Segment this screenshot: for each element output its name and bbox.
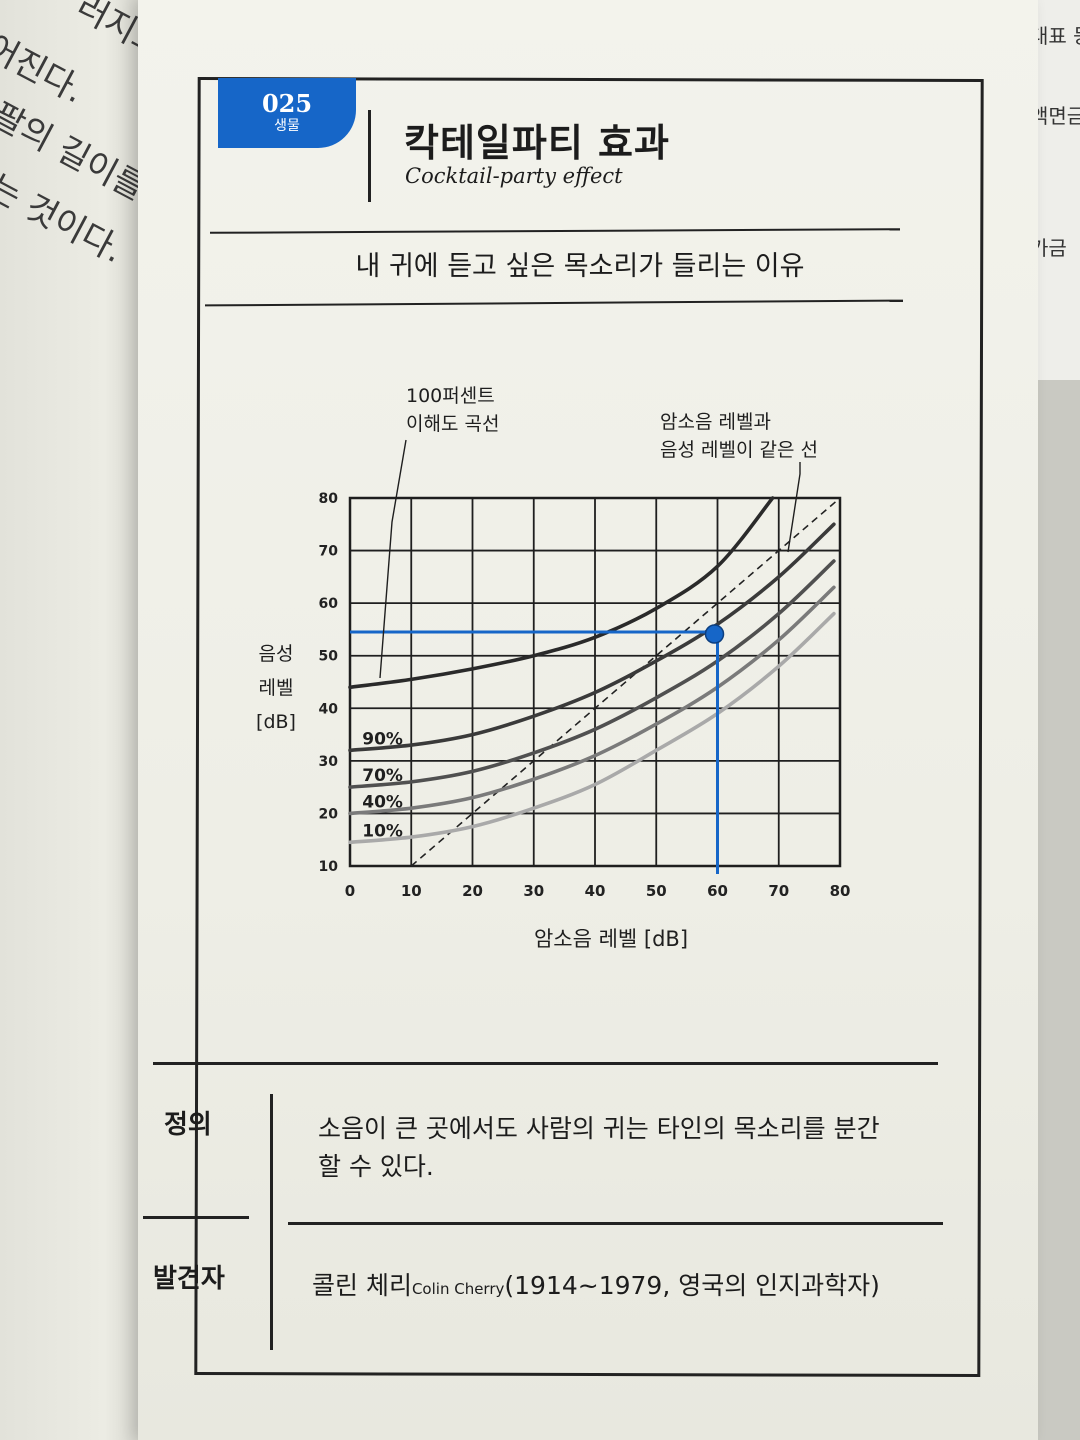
x-tick-label: 0 [345,882,355,900]
divider [143,1216,249,1219]
equal-line-callout: 암소음 레벨과 [660,411,771,433]
y-tick-label: 10 [319,859,339,875]
subtitle: 내 귀에 듣고 싶은 목소리가 들리는 이유 [355,251,805,282]
y-tick-label: 30 [319,754,339,770]
y-axis-label: [dB] [256,711,296,733]
curve-100pct [348,496,775,690]
entry-category: 생물 [274,118,300,134]
x-tick-label: 50 [646,882,667,900]
x-tick-label: 40 [585,882,606,900]
curve-label: 40% [362,792,403,812]
curve-label: 70% [362,766,403,786]
equal-level-reference-line [410,497,841,867]
chart-grid [348,496,842,868]
highlight-point [704,624,725,644]
left-page: 러지고, 반대 어진다. 팔의 길이를 조절 는 것이다. [0,0,150,1440]
x-axis-label: 암소음 레벨 [dB] [534,927,688,951]
curve-label: 90% [362,729,403,749]
y-tick-label: 60 [319,596,339,612]
page-title: 칵테일파티 효과 [404,121,670,165]
divider [153,1062,938,1065]
callout-leader-line [379,439,407,679]
table-divider [270,1094,273,1350]
discoverer-name: 콜린 체리 [312,1271,412,1300]
y-axis-label: 레벨 [259,677,294,699]
x-tick-label: 80 [830,882,851,900]
tick-labels-group: 0 10 20 30 40 50 60 70 80 10 20 30 40 50 60 70 80 [319,491,851,900]
discoverer-text: 콜린 체리Colin Cherry(1914~1979, 영국의 인지과학자) [312,1266,880,1302]
discoverer-name-en: Colin Cherry [411,1280,505,1298]
y-axis-label: 음성 [259,643,294,665]
highlight-group [350,624,725,874]
entry-badge: 025 생물 [218,78,356,148]
y-tick-label: 40 [319,701,339,717]
right-page-line: 액면금 [1030,104,1080,128]
x-tick-label: 30 [523,882,544,900]
y-tick-label: 80 [319,491,339,507]
curve-labels-group: 90% 70% 40% 10% [362,729,403,841]
page-title-english: Cocktail-party effect [405,164,623,188]
definition-line: 소음이 큰 곳에서도 사람의 귀는 타인의 목소리를 분간 [318,1114,880,1143]
reference-line-group [410,497,841,867]
entry-number: 025 [261,89,313,118]
x-tick-label: 60 [707,882,728,900]
x-tick-label: 10 [401,882,422,900]
curve-label: 10% [362,821,403,841]
callout-leader-line [787,462,801,553]
divider [288,1222,943,1225]
curve-100-callout: 이해도 곡선 [406,413,499,435]
discoverer-label: 발견자 [153,1264,225,1294]
book-page [138,0,1038,1440]
right-page-line: 대표 등 [1030,24,1080,48]
curve-100-callout: 100퍼센트 [406,385,495,407]
x-tick-label: 20 [462,882,483,900]
y-tick-label: 70 [319,544,339,560]
definition-label: 정의 [164,1110,212,1140]
equal-line-callout: 음성 레벨이 같은 선 [660,439,818,461]
x-tick-label: 70 [768,882,789,900]
discoverer-detail: (1914~1979, 영국의 인지과학자) [504,1271,880,1300]
definition-text: 소음이 큰 곳에서도 사람의 귀는 타인의 목소리를 분간 할 수 있다. [318,1110,908,1186]
curve-40pct [348,585,836,816]
title-divider [368,110,371,202]
curve-10pct [348,611,836,845]
chart: 0 10 20 30 40 50 60 70 80 10 20 30 40 50 60 70 80 90% 70%… [256,385,851,951]
curves-group [348,496,836,845]
y-tick-label: 50 [319,649,339,665]
curve-90pct [348,522,836,753]
definition-line: 할 수 있다. [318,1152,434,1181]
curve-70pct [348,559,836,789]
y-tick-label: 20 [319,806,339,822]
